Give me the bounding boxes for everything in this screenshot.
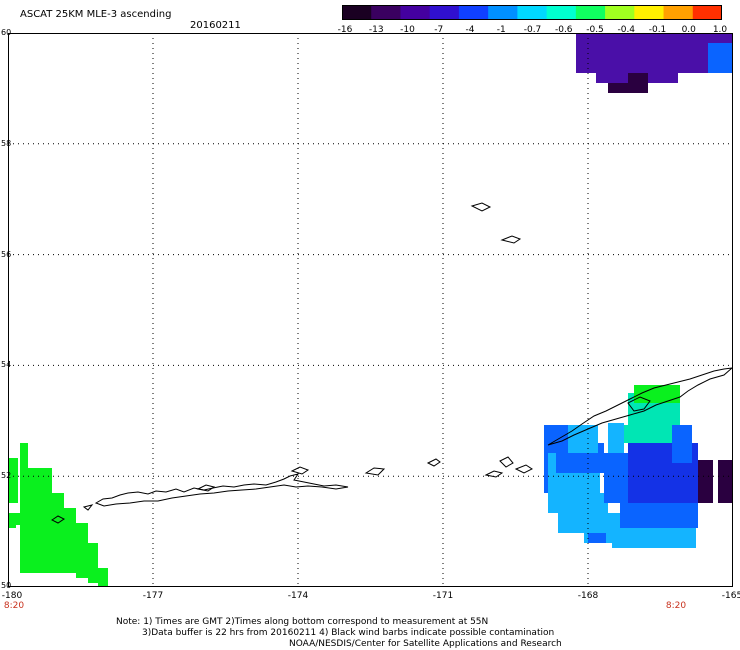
coastline-island-j	[51, 515, 65, 524]
wind-cell	[76, 523, 88, 578]
wind-cell	[52, 493, 64, 573]
colorbar-label: -0.1	[648, 25, 667, 35]
wind-cell	[620, 425, 680, 443]
colorbar-segment	[371, 5, 401, 20]
map-plot	[8, 33, 733, 587]
longitude-label: -171	[432, 591, 454, 601]
colorbar-label: -0.7	[523, 25, 542, 35]
coastline-island-b	[290, 466, 310, 475]
wind-cell	[568, 425, 598, 453]
colorbar-segment	[429, 5, 460, 20]
latitude-label: 50	[1, 581, 12, 590]
latitude-label: 52	[1, 471, 12, 481]
colorbar-label: 0.0	[681, 25, 696, 35]
longitude-label: -165	[721, 591, 740, 601]
colorbar-label: -10	[400, 25, 415, 35]
coastline-peninsula-tip	[627, 396, 651, 412]
latitude-label: 58	[1, 138, 12, 148]
colorbar-segment	[605, 5, 635, 20]
colorbar	[342, 5, 723, 20]
wind-cell	[12, 513, 24, 525]
wind-cell	[596, 73, 628, 83]
colorbar-border	[342, 5, 722, 20]
colorbar-segment	[546, 5, 577, 20]
wind-cell	[588, 533, 606, 543]
colorbar-label: -4	[465, 25, 475, 35]
colorbar-label: 1.0	[712, 25, 728, 35]
wind-data-cells	[8, 33, 733, 587]
wind-cell	[20, 443, 28, 573]
colorbar-label: -13	[368, 25, 384, 35]
colorbar-label: -0.6	[554, 25, 573, 35]
wind-cell	[672, 425, 692, 463]
coastline-island-h	[470, 202, 492, 212]
product-date: 20160211	[190, 20, 241, 31]
colorbar-segment	[663, 5, 694, 20]
coastline-island-k	[82, 504, 94, 511]
wind-cell	[98, 568, 108, 587]
longitude-label: -174	[287, 591, 309, 601]
wind-cell	[88, 543, 98, 583]
colorbar-segment	[575, 5, 606, 20]
longitude-label: -177	[142, 591, 164, 601]
wind-cell	[8, 458, 18, 503]
wind-cell	[40, 468, 52, 573]
wind-cell	[608, 423, 624, 453]
colorbar-segment	[400, 5, 431, 20]
colorbar-label: -1	[496, 25, 506, 35]
coastline-island-a	[196, 484, 216, 492]
time-label-left: 8:20	[3, 601, 25, 611]
wind-cell	[612, 528, 696, 548]
coastline-island-i	[500, 235, 522, 244]
note-line-3: NOAA/NESDIS/Center for Satellite Applica…	[289, 639, 562, 649]
colorbar-segment	[488, 5, 518, 20]
coastline-island-g	[514, 464, 533, 474]
wind-cell	[634, 385, 680, 403]
wind-cell	[708, 43, 733, 73]
colorbar-segment	[342, 5, 372, 20]
colorbar-label: -16	[337, 25, 353, 35]
map-frame	[8, 33, 733, 587]
wind-cell	[576, 33, 733, 73]
coastline-aleutian-west	[94, 473, 349, 507]
latitude-label: 56	[1, 249, 12, 259]
wind-cell	[604, 453, 628, 503]
wind-cell	[620, 503, 698, 528]
wind-cell	[648, 73, 678, 83]
coastline-island-e	[484, 470, 504, 478]
longitude-label: -168	[577, 591, 599, 601]
note-line-2: 3)Data buffer is 22 hrs from 20160211 4)…	[142, 628, 555, 638]
colorbar-label: -0.4	[617, 25, 636, 35]
note-line-1: Note: 1) Times are GMT 2)Times along bot…	[116, 617, 489, 627]
longitude-label: -180	[1, 591, 23, 601]
coastline-aleutian-east	[547, 367, 733, 446]
wind-cell	[648, 473, 693, 503]
coastline-island-f	[499, 456, 514, 468]
latitude-label: 54	[1, 360, 12, 370]
wind-cell	[28, 468, 40, 573]
colorbar-segment	[458, 5, 489, 20]
latitude-label: 60	[1, 28, 12, 37]
wind-cell	[64, 508, 76, 573]
wind-cell	[32, 553, 44, 563]
colorbar-label: -0.5	[586, 25, 604, 35]
colorbar-segment	[634, 5, 665, 20]
map-canvas	[8, 33, 733, 587]
colorbar-gradient	[342, 5, 723, 20]
colorbar-segment	[692, 5, 723, 20]
map-grid	[8, 33, 733, 587]
coastline	[51, 202, 733, 524]
time-label-right: 8:20	[665, 601, 687, 611]
coastline-island-c	[364, 467, 386, 476]
coastline-island-d	[426, 458, 441, 467]
colorbar-segment	[517, 5, 548, 20]
product-title: ASCAT 25KM MLE-3 ascending	[20, 9, 172, 20]
wind-cell	[718, 460, 733, 503]
wind-cell	[698, 460, 713, 503]
colorbar-label: -7	[434, 25, 444, 35]
